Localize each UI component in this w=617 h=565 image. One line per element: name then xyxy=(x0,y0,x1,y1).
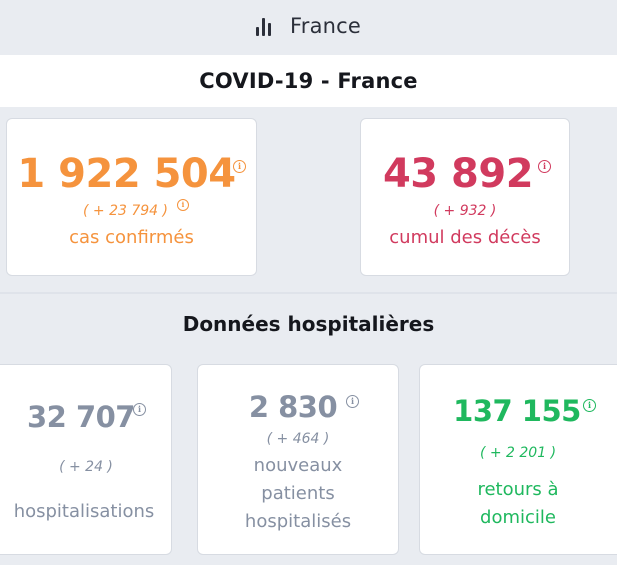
hospitalisations-card: 32 707 i ( + 24 ) hospitalisations xyxy=(0,364,172,555)
confirmed-delta-info-icon[interactable]: i xyxy=(177,199,189,211)
section-divider xyxy=(0,292,617,294)
confirmed-cases-value: 1 922 504 xyxy=(17,151,236,197)
hospitalisations-value: 32 707 xyxy=(27,400,136,434)
confirmed-cases-label: cas confirmés xyxy=(69,227,194,248)
returns-home-label-line-1: retours à xyxy=(477,479,559,500)
hospitalisations-label: hospitalisations xyxy=(13,501,155,522)
returns-home-label-line-2: domicile xyxy=(480,507,556,528)
new-patients-info-icon[interactable]: i xyxy=(346,395,359,408)
deaths-label: cumul des décès xyxy=(389,227,541,248)
confirmed-cases-card: 1 922 504 i ( + 23 794 ) i cas confirmés xyxy=(6,118,257,276)
region-tab[interactable]: France xyxy=(0,0,617,52)
hospitalisations-delta: ( + 24 ) xyxy=(59,459,113,475)
confirmed-info-icon[interactable]: i xyxy=(233,160,246,173)
returns-home-card: 137 155 i ( + 2 201 ) retours à domicile xyxy=(419,364,617,555)
deaths-delta: ( + 932 ) xyxy=(433,203,497,219)
new-patients-label-line-2: patients xyxy=(261,483,335,504)
new-patients-label-line-3: hospitalisés xyxy=(244,511,352,532)
hospitalisations-info-icon[interactable]: i xyxy=(133,403,146,416)
hospital-section-heading: Données hospitalières xyxy=(182,312,435,336)
new-patients-card: 2 830 i ( + 464 ) nouveaux patients hosp… xyxy=(197,364,399,555)
page-title: COVID-19 - France xyxy=(0,55,617,107)
returns-home-info-icon[interactable]: i xyxy=(583,399,596,412)
deaths-info-icon[interactable]: i xyxy=(538,160,551,173)
deaths-value: 43 892 xyxy=(382,151,534,197)
new-patients-label-line-1: nouveaux xyxy=(253,455,343,476)
new-patients-value: 2 830 xyxy=(248,390,338,424)
region-tab-label: France xyxy=(289,14,362,38)
returns-home-value: 137 155 xyxy=(453,394,581,428)
returns-home-delta: ( + 2 201 ) xyxy=(479,445,557,461)
confirmed-cases-delta: ( + 23 794 ) xyxy=(83,203,168,219)
deaths-card: 43 892 i ( + 932 ) cumul des décès xyxy=(360,118,570,276)
bar-chart-icon xyxy=(255,18,274,36)
new-patients-delta: ( + 464 ) xyxy=(266,431,330,447)
